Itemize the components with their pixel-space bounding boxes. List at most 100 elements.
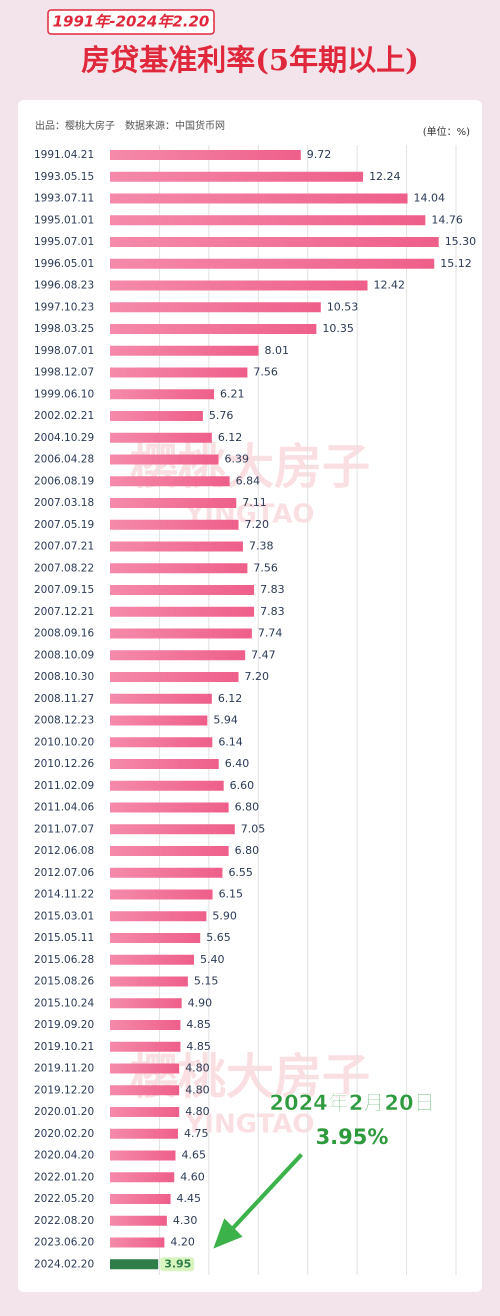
value-label: 10.53 (327, 300, 359, 313)
value-label: 7.38 (249, 540, 274, 553)
y-tick-label: 2007.08.22 (34, 562, 94, 574)
y-tick-label: 2007.03.18 (34, 497, 94, 509)
y-tick-label: 2008.10.09 (34, 649, 94, 661)
bar (110, 933, 201, 943)
value-label: 5.65 (206, 931, 231, 944)
value-label: 4.20 (170, 1236, 195, 1249)
y-tick-label: 2019.10.21 (34, 1041, 94, 1053)
y-tick-label: 2008.11.27 (34, 693, 94, 705)
y-tick-label: 2020.01.20 (34, 1106, 94, 1118)
y-tick-label: 2007.07.21 (34, 541, 94, 553)
y-tick-label: 2007.09.15 (34, 584, 94, 596)
bar (110, 1150, 176, 1161)
banner-box (47, 9, 215, 35)
value-label: 10.35 (322, 322, 354, 335)
bar (110, 1259, 159, 1270)
y-tick-label: 2019.12.20 (34, 1084, 94, 1096)
value-label: 8.01 (265, 344, 290, 357)
y-tick-label: 2015.03.01 (34, 910, 94, 922)
y-tick-label: 2002.02.21 (34, 410, 94, 422)
bar (110, 280, 368, 291)
bar (110, 1041, 181, 1052)
value-label-bg (160, 1257, 195, 1272)
value-label: 4.85 (186, 1018, 211, 1031)
value-label: 7.56 (253, 561, 278, 574)
y-tick-label: 2023.06.20 (34, 1237, 94, 1249)
bar (110, 650, 246, 661)
value-label: 3.95 (164, 1257, 191, 1270)
value-label: 6.12 (218, 692, 243, 705)
y-tick-label: 1995.07.01 (34, 236, 94, 248)
bar (110, 715, 208, 726)
value-label: 9.72 (307, 148, 332, 161)
value-label: 4.80 (185, 1083, 210, 1096)
y-tick-label: 2022.01.20 (34, 1171, 94, 1183)
y-tick-label: 2022.08.20 (34, 1215, 94, 1227)
value-label: 5.76 (209, 409, 234, 422)
value-label: 7.05 (241, 822, 265, 835)
bar (110, 737, 213, 748)
y-tick-label: 2008.09.16 (34, 628, 94, 640)
bar (110, 541, 243, 552)
bar (110, 519, 239, 530)
value-label: 6.84 (236, 474, 260, 487)
source: 出品：樱桃大房子 数据来源：中国货币网 (35, 119, 225, 132)
arrow (210, 1150, 306, 1252)
value-label: 4.45 (177, 1192, 202, 1205)
bar (110, 846, 229, 856)
y-tick-label: 2004.10.29 (34, 432, 94, 444)
y-tick-label: 2011.04.06 (34, 802, 94, 814)
y-tick-label: 1998.07.01 (34, 345, 94, 357)
value-label: 6.80 (235, 844, 260, 857)
value-label: 7.47 (251, 648, 275, 661)
y-tick-label: 1996.08.23 (34, 280, 94, 292)
value-label: 7.11 (242, 496, 266, 509)
bar (110, 345, 259, 356)
value-label: 12.24 (369, 170, 401, 183)
bar (110, 1085, 180, 1096)
annotation: 2024年2月20日 (269, 1091, 434, 1115)
y-tick-label: 2006.04.28 (34, 454, 94, 466)
y-tick-label: 2020.02.20 (34, 1128, 94, 1140)
value-label: 4.75 (184, 1127, 209, 1140)
bar (110, 802, 229, 813)
bar (110, 563, 248, 574)
value-label: 4.65 (181, 1149, 206, 1162)
value-label: 6.21 (220, 387, 245, 400)
bar (110, 367, 248, 378)
y-tick-label: 2010.12.26 (34, 758, 94, 770)
y-tick-label: 2015.06.28 (34, 954, 94, 966)
bar (110, 476, 230, 487)
value-label: 4.85 (186, 1040, 211, 1053)
value-label: 15.30 (445, 235, 477, 248)
value-label: 7.83 (260, 605, 285, 618)
y-tick-label: 2022.05.20 (34, 1193, 94, 1205)
value-label: 4.60 (180, 1170, 205, 1183)
y-tick-label: 1998.12.07 (34, 367, 94, 379)
value-label: 5.90 (212, 909, 237, 922)
value-label: 6.12 (218, 431, 243, 444)
banner: 1991年-2024年2.20 (53, 13, 210, 31)
bar (110, 193, 408, 204)
value-label: 4.80 (185, 1062, 210, 1075)
value-label: 7.56 (253, 366, 278, 379)
bar (110, 889, 213, 900)
watermark: YINGTAO (184, 1110, 314, 1140)
unit: (单位：%) (423, 125, 470, 138)
bar (110, 867, 223, 878)
value-label: 5.94 (213, 714, 238, 727)
bar (110, 454, 219, 465)
y-tick-label: 2011.02.09 (34, 780, 94, 792)
bar (110, 1215, 167, 1226)
bar (110, 585, 255, 595)
value-label: 6.40 (225, 757, 250, 770)
bar (110, 432, 212, 443)
bar (110, 672, 239, 682)
bar (110, 1020, 181, 1030)
y-tick-label: 2008.12.23 (34, 715, 94, 727)
value-label: 4.90 (188, 996, 213, 1009)
value-label: 7.83 (260, 583, 285, 596)
value-label: 6.14 (218, 735, 243, 748)
